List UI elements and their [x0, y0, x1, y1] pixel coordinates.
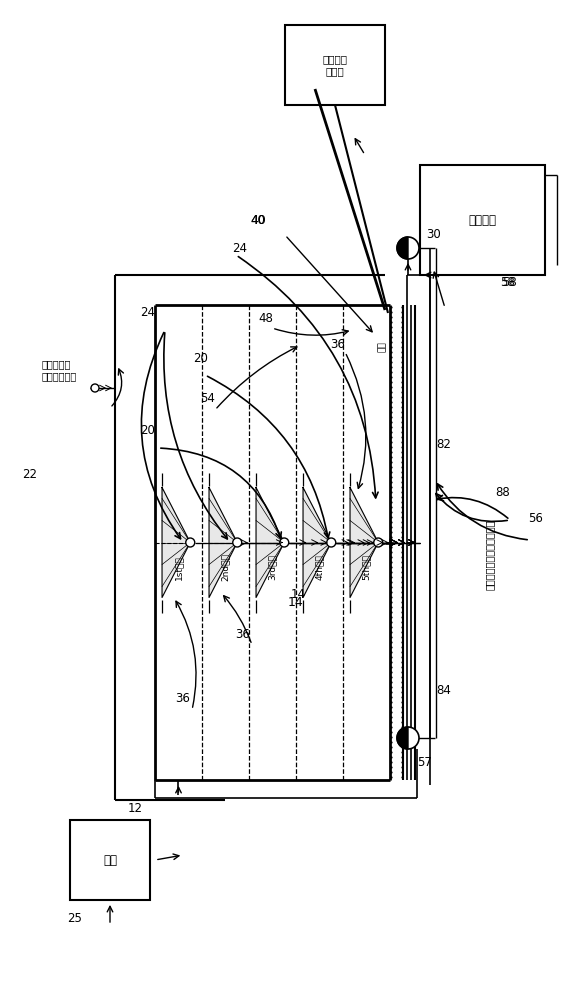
Text: 进料: 进料 — [103, 854, 117, 866]
Text: 区段: 区段 — [378, 342, 387, 352]
Text: 84: 84 — [436, 684, 452, 696]
Polygon shape — [397, 237, 408, 259]
Text: 82: 82 — [436, 438, 452, 452]
Text: 40: 40 — [251, 214, 265, 227]
Text: 20: 20 — [141, 424, 155, 436]
Polygon shape — [350, 488, 378, 597]
Circle shape — [327, 538, 335, 547]
Text: 20: 20 — [194, 352, 209, 364]
Text: 48: 48 — [259, 312, 273, 324]
Text: 14: 14 — [288, 596, 304, 609]
Text: 36: 36 — [236, 629, 250, 642]
Text: 58: 58 — [503, 276, 517, 290]
Polygon shape — [256, 488, 284, 597]
Text: 4th区段: 4th区段 — [315, 555, 324, 580]
Bar — [420, 165, 545, 275]
Text: 14: 14 — [291, 588, 306, 601]
Text: 22: 22 — [22, 468, 38, 482]
Text: 58: 58 — [500, 275, 516, 288]
Text: 56: 56 — [528, 512, 544, 524]
Text: 至气体储存
的气体连接器: 至气体储存 的气体连接器 — [42, 359, 77, 381]
Text: 40: 40 — [250, 214, 266, 227]
Text: 3rd区段: 3rd区段 — [268, 555, 277, 580]
Text: 54: 54 — [201, 391, 215, 404]
Text: 12: 12 — [127, 802, 142, 814]
Text: 24: 24 — [140, 306, 155, 318]
Circle shape — [280, 538, 289, 547]
Text: 1st区段: 1st区段 — [174, 555, 183, 580]
Polygon shape — [303, 488, 331, 597]
Polygon shape — [397, 727, 408, 749]
Circle shape — [397, 237, 419, 259]
Text: 30: 30 — [426, 229, 442, 241]
Circle shape — [397, 727, 419, 749]
Text: 25: 25 — [67, 912, 82, 924]
Text: 5th区段: 5th区段 — [362, 555, 371, 580]
Text: 废料排放
连接器: 废料排放 连接器 — [323, 54, 347, 76]
Text: 2nd区段: 2nd区段 — [221, 554, 230, 581]
Text: 36: 36 — [330, 338, 346, 352]
Text: 气体混合: 气体混合 — [468, 214, 496, 227]
Bar — [70, 820, 150, 900]
Circle shape — [91, 384, 99, 392]
Text: 24: 24 — [232, 241, 247, 254]
Text: 用于液体接种和传递的管道: 用于液体接种和传递的管道 — [485, 520, 495, 590]
Text: 88: 88 — [495, 486, 511, 498]
Circle shape — [374, 538, 383, 547]
Text: 36: 36 — [176, 692, 190, 704]
Circle shape — [186, 538, 195, 547]
Bar — [285, 25, 385, 105]
Circle shape — [233, 538, 242, 547]
Polygon shape — [162, 488, 190, 597]
Text: 57: 57 — [417, 756, 433, 768]
Polygon shape — [209, 488, 237, 597]
